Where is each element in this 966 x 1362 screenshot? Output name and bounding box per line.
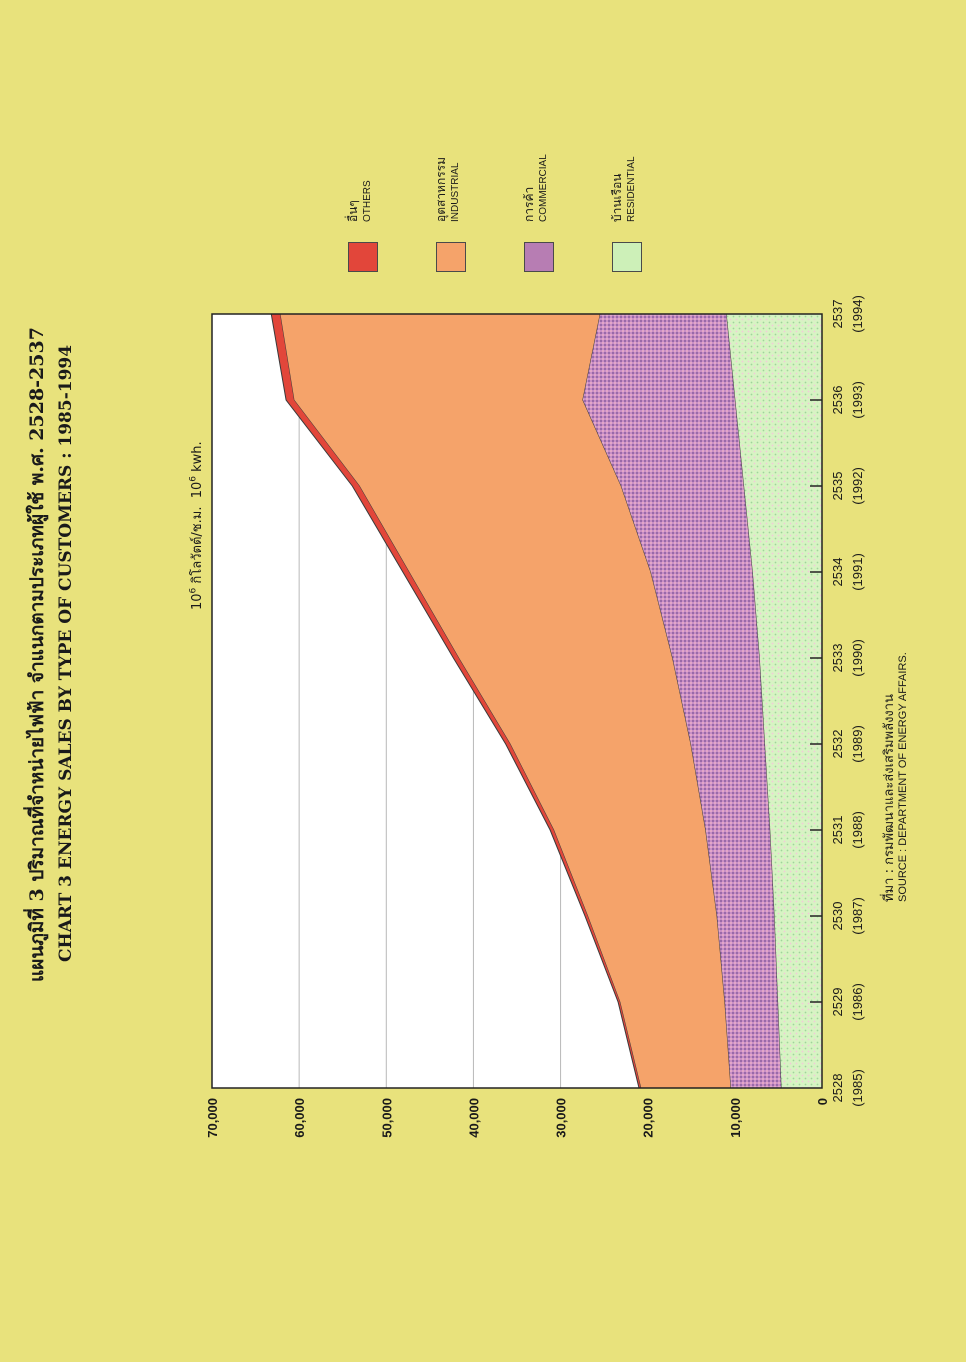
area-layer — [270, 313, 822, 1089]
legend-swatch-residential — [612, 242, 642, 272]
x-tick-label-year-be: 2529 — [830, 988, 845, 1017]
x-tick-label-year-ce: (1991) — [850, 553, 865, 591]
legend-label-commercial-en: COMMERCIAL — [538, 154, 549, 222]
x-tick-label-year-be: 2535 — [830, 472, 845, 501]
x-tick-label-year-ce: (1994) — [850, 295, 865, 333]
x-tick-label-year-be: 2528 — [830, 1074, 845, 1103]
x-tick-label-year-ce: (1989) — [850, 725, 865, 763]
plot-frame — [211, 313, 823, 1089]
y-tick-label: 50,000 — [379, 1098, 394, 1138]
y-tick-label: 0 — [815, 1098, 830, 1105]
x-tick-label-year-be: 2533 — [830, 644, 845, 673]
legend-swatch-industrial — [436, 242, 466, 272]
source-thai: ที่มา : กรมพัฒนาและส่งเสริมพลังงาน — [882, 694, 897, 902]
legend-label-industrial-th: อุตสาหกรรม — [434, 156, 448, 222]
legend-label-others-th: อื่นๆ — [346, 200, 360, 222]
legend-label-others-en: OTHERS — [362, 180, 373, 222]
x-tick-label-year-be: 2532 — [830, 730, 845, 759]
y-tick-label: 20,000 — [641, 1098, 656, 1138]
x-tick-label-year-ce: (1990) — [850, 639, 865, 677]
x-tick-label-year-ce: (1992) — [850, 467, 865, 505]
y-tick-label: 10,000 — [728, 1098, 743, 1138]
legend-label-residential-th: บ้านเรือน — [610, 173, 624, 222]
x-tick-label-year-ce: (1988) — [850, 811, 865, 849]
x-tick-label-year-be: 2536 — [830, 386, 845, 415]
legend-label-residential-en: RESIDENTIAL — [626, 156, 637, 222]
y-tick-label: 70,000 — [205, 1098, 220, 1138]
legend-swatch-others — [348, 242, 378, 272]
y-tick-label: 40,000 — [466, 1098, 481, 1138]
area-residential — [726, 314, 822, 1088]
axis-layer: 0 10,000 20,000 30,000 40,000 50,000 60,000 70,… — [205, 295, 865, 1138]
x-tick-label-year-ce: (1987) — [850, 897, 865, 935]
area-others-boundary — [270, 313, 640, 1089]
y-tick-label: 30,000 — [554, 1098, 569, 1138]
legend-label-commercial-th: การค้า — [522, 186, 536, 222]
source-english: SOURCE : DEPARTMENT OF ENERGY AFFAIRS. — [897, 652, 909, 902]
x-tick-label-year-ce: (1986) — [850, 983, 865, 1021]
x-tick-label-year-be: 2537 — [830, 300, 845, 329]
x-tick-label-year-be: 2534 — [830, 558, 845, 587]
x-tick-label-year-ce: (1993) — [850, 381, 865, 419]
x-tick-label-year-be: 2531 — [830, 816, 845, 845]
legend-label-industrial-en: INDUSTRIAL — [450, 162, 461, 222]
legend-swatch-commercial — [524, 242, 554, 272]
x-tick-label-year-ce: (1985) — [850, 1069, 865, 1107]
x-tick-label-year-be: 2530 — [830, 902, 845, 931]
y-tick-label: 60,000 — [292, 1098, 307, 1138]
area-industrial — [279, 314, 731, 1088]
